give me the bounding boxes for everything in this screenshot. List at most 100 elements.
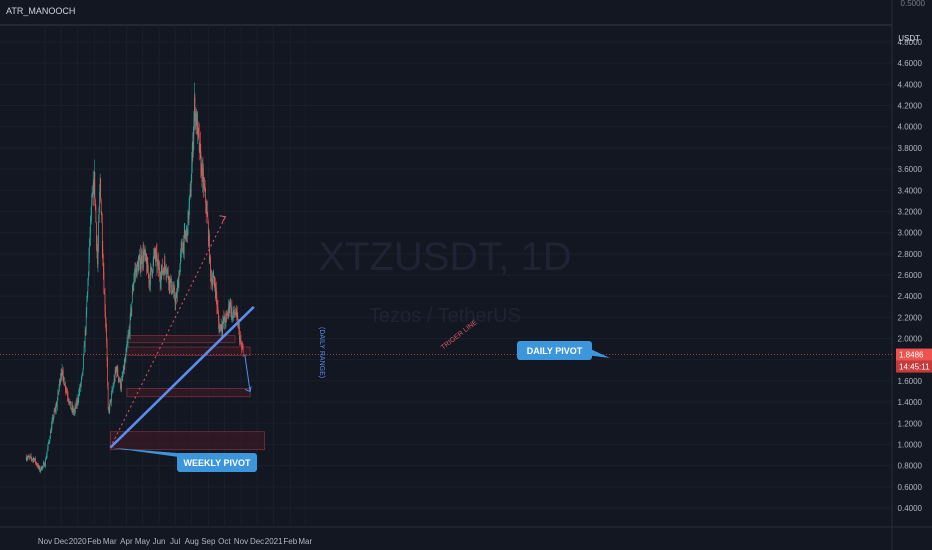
candle-body xyxy=(43,462,45,464)
candle-body xyxy=(188,211,189,220)
candle-body xyxy=(84,330,86,347)
candle-body xyxy=(115,367,117,371)
candle-body xyxy=(98,222,99,246)
candle-body xyxy=(79,385,81,393)
candle-body xyxy=(98,207,100,223)
candle-body xyxy=(142,263,143,265)
candle-body xyxy=(64,382,66,389)
candle-body xyxy=(40,466,42,470)
candle-body xyxy=(187,228,188,236)
candle-body xyxy=(82,368,84,372)
candle-body xyxy=(171,279,172,293)
last-price-text: 1.8486 xyxy=(899,351,924,360)
candle-body xyxy=(228,303,230,312)
time-tick-label: Dec xyxy=(54,537,68,546)
candle-body xyxy=(54,408,56,412)
price-tick-label: 0.4000 xyxy=(898,504,923,513)
candle-body xyxy=(198,129,200,135)
watermark-symbol: XTZUSDT, 1D xyxy=(318,235,571,279)
candle-body xyxy=(91,195,93,203)
time-tick-label: Sep xyxy=(201,537,216,546)
candle-body xyxy=(241,347,243,349)
candle-body xyxy=(63,376,65,385)
candle-body xyxy=(107,385,109,410)
candle-body xyxy=(70,408,72,410)
candle-body xyxy=(180,254,181,264)
candle-body xyxy=(105,320,107,331)
candle-body xyxy=(36,464,38,466)
candle-body xyxy=(81,377,82,383)
candle-body xyxy=(113,385,114,387)
candle-body xyxy=(59,380,61,384)
candle-body xyxy=(94,172,96,200)
candle-body xyxy=(108,408,110,410)
candle-body xyxy=(165,266,166,271)
candle-body xyxy=(229,304,231,310)
candle-body xyxy=(151,270,153,274)
candle-body xyxy=(137,262,138,265)
candle-body xyxy=(31,459,33,460)
weekly-pivot-trendline[interactable] xyxy=(109,305,255,449)
candle-body xyxy=(190,182,192,197)
candle-body xyxy=(135,270,136,273)
candle-body xyxy=(221,324,223,329)
price-axis[interactable]: 4.8000 4.6000 4.4000 4.2000 4.0000 3.8000 3.60… xyxy=(896,38,932,513)
candle-body xyxy=(101,212,103,223)
candle-body xyxy=(204,184,205,189)
candle-body xyxy=(172,290,174,292)
candle-body xyxy=(82,371,83,375)
countdown-badge xyxy=(896,360,932,373)
candle-body xyxy=(102,248,104,263)
candle-body xyxy=(46,451,48,456)
candle-body xyxy=(216,297,218,307)
candle-body xyxy=(121,376,123,381)
candle-body xyxy=(195,113,197,125)
projection-arrow[interactable] xyxy=(244,354,251,392)
candle-body xyxy=(78,392,80,393)
candle-body xyxy=(236,313,238,317)
candle-body xyxy=(146,261,148,273)
price-tick-label: 4.8000 xyxy=(898,38,923,47)
candle-body xyxy=(35,462,37,463)
candle-body xyxy=(156,252,157,253)
candle-body xyxy=(132,290,134,292)
candle-body xyxy=(119,379,120,382)
candle-body xyxy=(153,250,155,256)
candle-body xyxy=(138,258,140,263)
price-tick-label: 3.2000 xyxy=(898,207,923,216)
candle-body xyxy=(139,254,141,269)
candle-body xyxy=(83,354,84,369)
drawing-lines[interactable] xyxy=(109,215,255,449)
candle-body xyxy=(46,455,47,459)
candle-body xyxy=(60,377,61,384)
candle-body xyxy=(109,399,111,403)
candle-body xyxy=(49,438,51,441)
candle-body xyxy=(191,144,193,165)
candle-body xyxy=(235,309,237,316)
candle-body xyxy=(65,388,67,390)
price-tick-label: 4.2000 xyxy=(898,102,923,111)
candle-body xyxy=(222,318,224,323)
candle-body xyxy=(125,352,127,360)
price-tick-label: 2.8000 xyxy=(898,250,923,259)
candle-body xyxy=(124,359,126,361)
candle-body xyxy=(234,313,236,315)
candle-body xyxy=(174,288,175,299)
price-tick-label: 2.2000 xyxy=(898,313,923,322)
candle-body xyxy=(118,379,120,380)
candle-body xyxy=(146,261,148,273)
candle-body xyxy=(136,262,138,277)
time-axis[interactable]: Nov Dec 2020 Feb Mar Apr May Jun Jul Aug Sep Oct Nov… xyxy=(38,537,313,546)
candle-body xyxy=(194,97,195,118)
candle-body xyxy=(178,274,180,288)
candle-body xyxy=(43,463,44,466)
candle-body xyxy=(104,294,106,312)
candle-body xyxy=(120,387,122,389)
candle-body xyxy=(168,276,170,285)
candle-body xyxy=(93,182,95,195)
time-tick-label: 2021 xyxy=(265,537,283,546)
candle-body xyxy=(210,257,211,273)
candle-body xyxy=(127,337,129,342)
price-tick-label: 1.4000 xyxy=(898,398,923,407)
